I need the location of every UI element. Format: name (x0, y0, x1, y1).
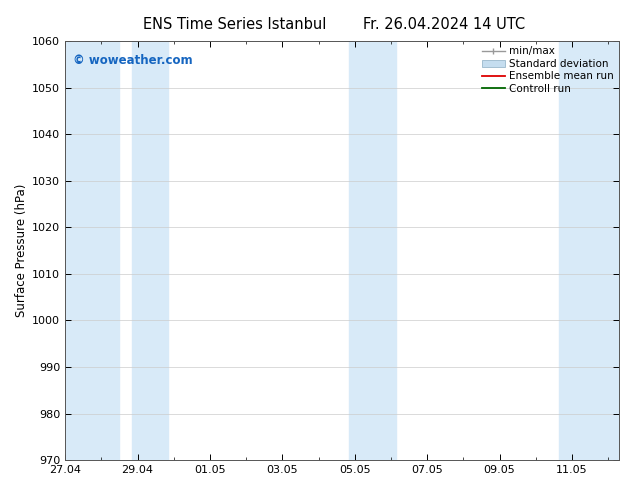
Y-axis label: Surface Pressure (hPa): Surface Pressure (hPa) (15, 184, 28, 318)
Text: © woweather.com: © woweather.com (74, 53, 193, 67)
Bar (65, 41, 119, 460)
Bar (559, 41, 619, 460)
Bar (132, 41, 168, 460)
Text: Fr. 26.04.2024 14 UTC: Fr. 26.04.2024 14 UTC (363, 17, 525, 32)
Bar (349, 41, 396, 460)
Text: ENS Time Series Istanbul: ENS Time Series Istanbul (143, 17, 327, 32)
Legend: min/max, Standard deviation, Ensemble mean run, Controll run: min/max, Standard deviation, Ensemble me… (479, 43, 617, 97)
